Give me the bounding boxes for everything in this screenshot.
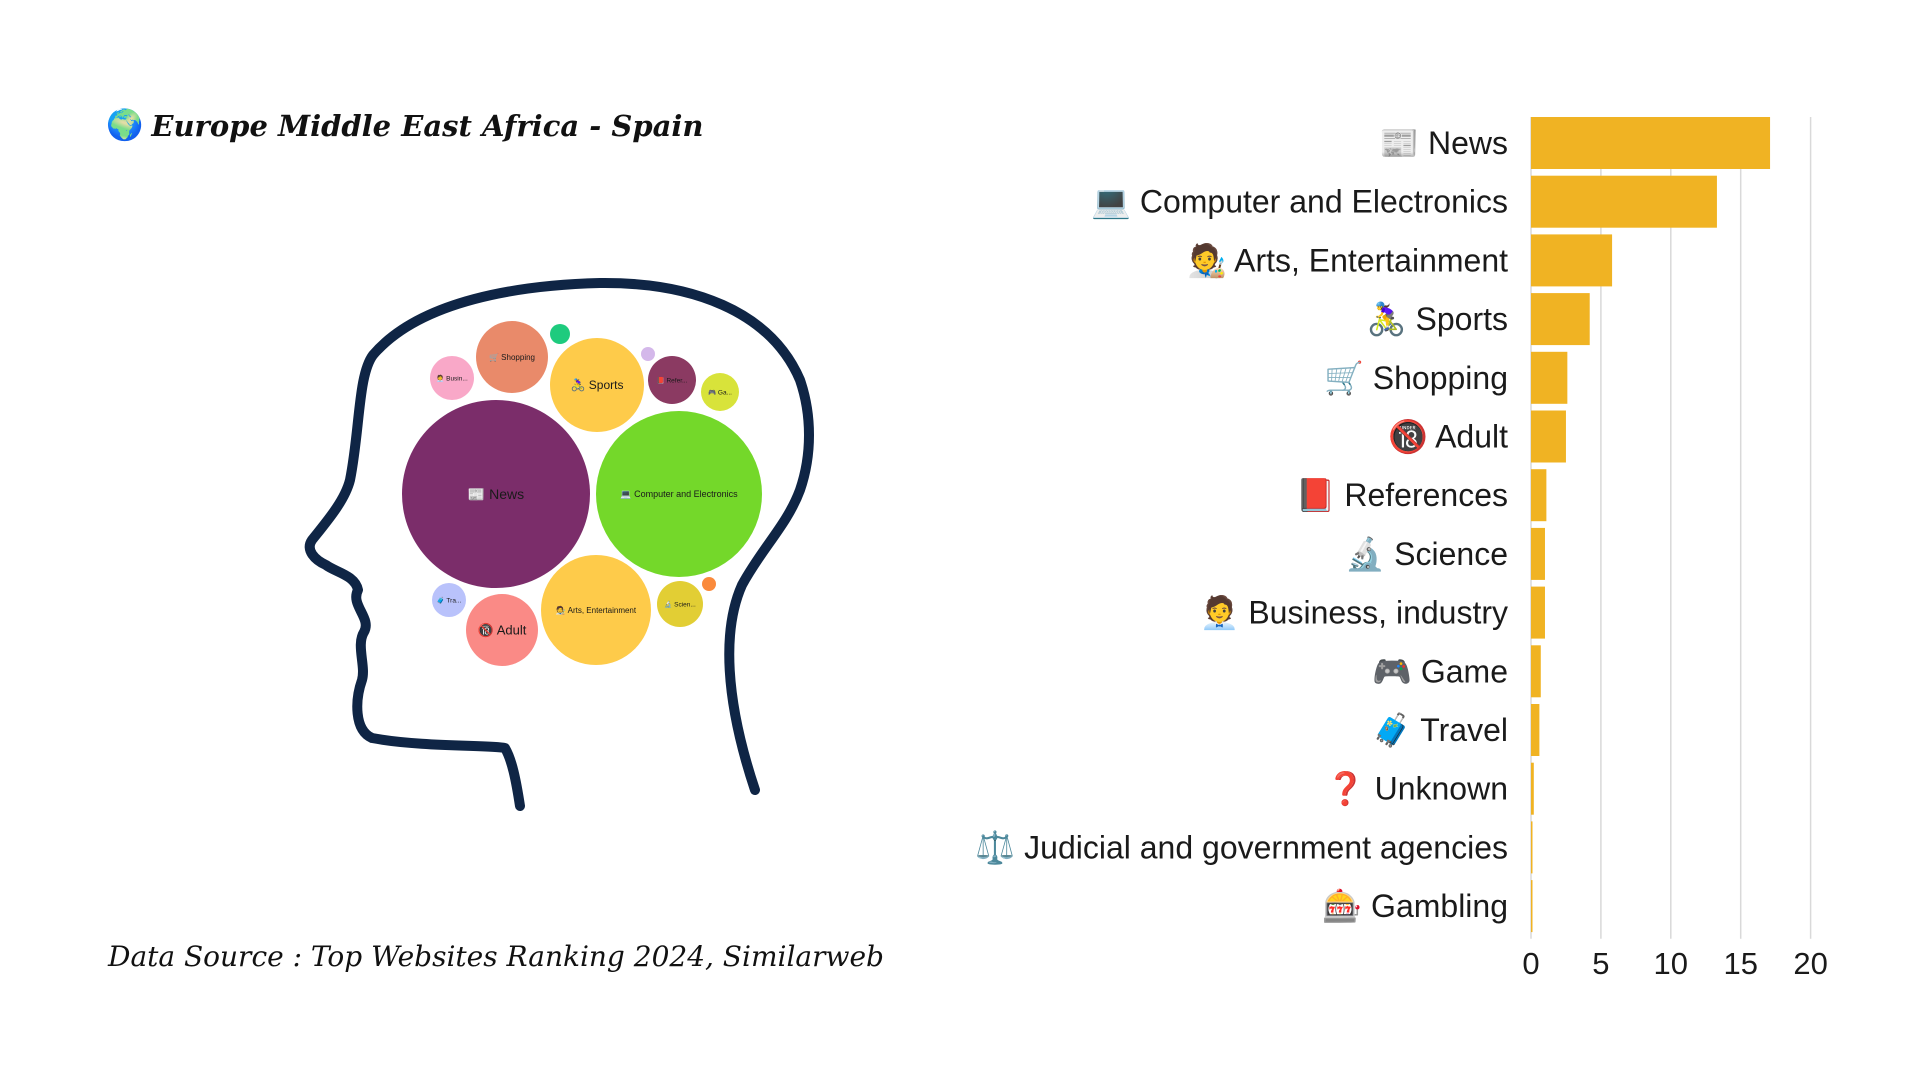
bubble — [657, 581, 703, 627]
bubble — [641, 347, 655, 361]
bubble-label: 🔞 Adult — [478, 623, 527, 638]
x-tick-label: 5 — [1592, 946, 1609, 981]
category-label: ❓ Unknown — [1326, 771, 1508, 807]
bubble — [648, 356, 696, 404]
category-label: 🎰 Gambling — [1322, 888, 1508, 924]
bubble — [596, 411, 762, 577]
bubble — [541, 555, 651, 665]
bubble — [402, 400, 590, 588]
globe-icon: 🌍 — [106, 108, 144, 143]
bubble-layer: 📰 News 💻 Computer and Electronics 🧑‍🎨 Arts… — [402, 321, 762, 666]
category-label: 🔞 Adult — [1388, 419, 1508, 455]
category-label: 💻 Computer and Electronics — [1091, 184, 1508, 220]
x-tick-label: 0 — [1522, 946, 1539, 981]
bar — [1531, 586, 1545, 639]
bubble-label: 🧳 Tra... — [437, 596, 462, 604]
category-label: 🔬 Science — [1345, 535, 1508, 572]
bar — [1531, 527, 1545, 580]
x-tick-label: 20 — [1793, 946, 1827, 981]
category-label: 📰 News — [1379, 125, 1508, 161]
bubble-label: 🔬 Scien... — [664, 599, 696, 608]
bar — [1531, 293, 1590, 346]
bar — [1531, 821, 1533, 874]
bar — [1531, 469, 1547, 522]
bubble — [702, 577, 716, 591]
bubble — [432, 583, 466, 617]
category-label: 🧳 Travel — [1372, 712, 1508, 748]
category-label: 🛒 Shopping — [1324, 360, 1508, 396]
bar — [1531, 645, 1541, 698]
data-source: Data Source : Top Websites Ranking 2024,… — [108, 940, 884, 973]
bar-chart: 📰 News 💻 Computer and Electronics 🧑‍🎨 Arts… — [975, 117, 1828, 981]
bubble-label: 🚴‍♀️ Sports — [571, 378, 624, 392]
category-label: 🚴‍♀️ Sports — [1367, 301, 1508, 337]
bubble — [550, 324, 570, 344]
bubble-label: 🎮 Ga... — [708, 389, 732, 396]
category-label: 🧑‍💼 Business, industry — [1200, 594, 1508, 631]
title-text: Europe Middle East Africa - Spain — [151, 108, 704, 143]
category-labels: 📰 News 💻 Computer and Electronics 🧑‍🎨 Arts… — [975, 125, 1508, 924]
bar — [1531, 410, 1566, 463]
bubble-label: 📰 News — [468, 486, 524, 502]
bubble — [701, 373, 739, 411]
bubble — [476, 321, 548, 393]
bar — [1531, 762, 1534, 815]
bar — [1531, 880, 1533, 933]
category-label: 📕 References — [1296, 477, 1508, 513]
bubble-label: 💻 Computer and Electronics — [620, 489, 738, 499]
x-axis-ticks: 0 5 10 15 20 — [1522, 946, 1827, 981]
category-label: 🧑‍🎨 Arts, Entertainment — [1187, 241, 1508, 278]
bubble-label: 🧑‍🎨 Arts, Entertainment — [556, 605, 637, 615]
bar — [1531, 117, 1771, 169]
chart-title: 🌍 Europe Middle East Africa - Spain — [106, 108, 704, 143]
bar — [1531, 175, 1717, 228]
x-tick-label: 15 — [1723, 946, 1757, 981]
bubble — [550, 338, 644, 432]
x-tick-label: 10 — [1654, 946, 1688, 981]
head-bubble-chart: 📰 News 💻 Computer and Electronics 🧑‍🎨 Arts… — [304, 277, 814, 811]
category-label: 🎮 Game — [1372, 653, 1508, 689]
bar — [1531, 351, 1568, 404]
bubble — [466, 594, 538, 666]
category-label: ⚖️ Judicial and government agencies — [975, 829, 1508, 865]
bubble-label: 📕 Refer... — [657, 376, 688, 384]
bubble — [430, 356, 474, 400]
bars-layer — [1531, 117, 1771, 933]
bar — [1531, 234, 1613, 287]
bubble-label: 🧑‍💼 Busin... — [436, 373, 468, 382]
bubble-label: 🛒 Shopping — [489, 352, 535, 362]
bar — [1531, 704, 1540, 756]
head-outline — [304, 277, 814, 811]
